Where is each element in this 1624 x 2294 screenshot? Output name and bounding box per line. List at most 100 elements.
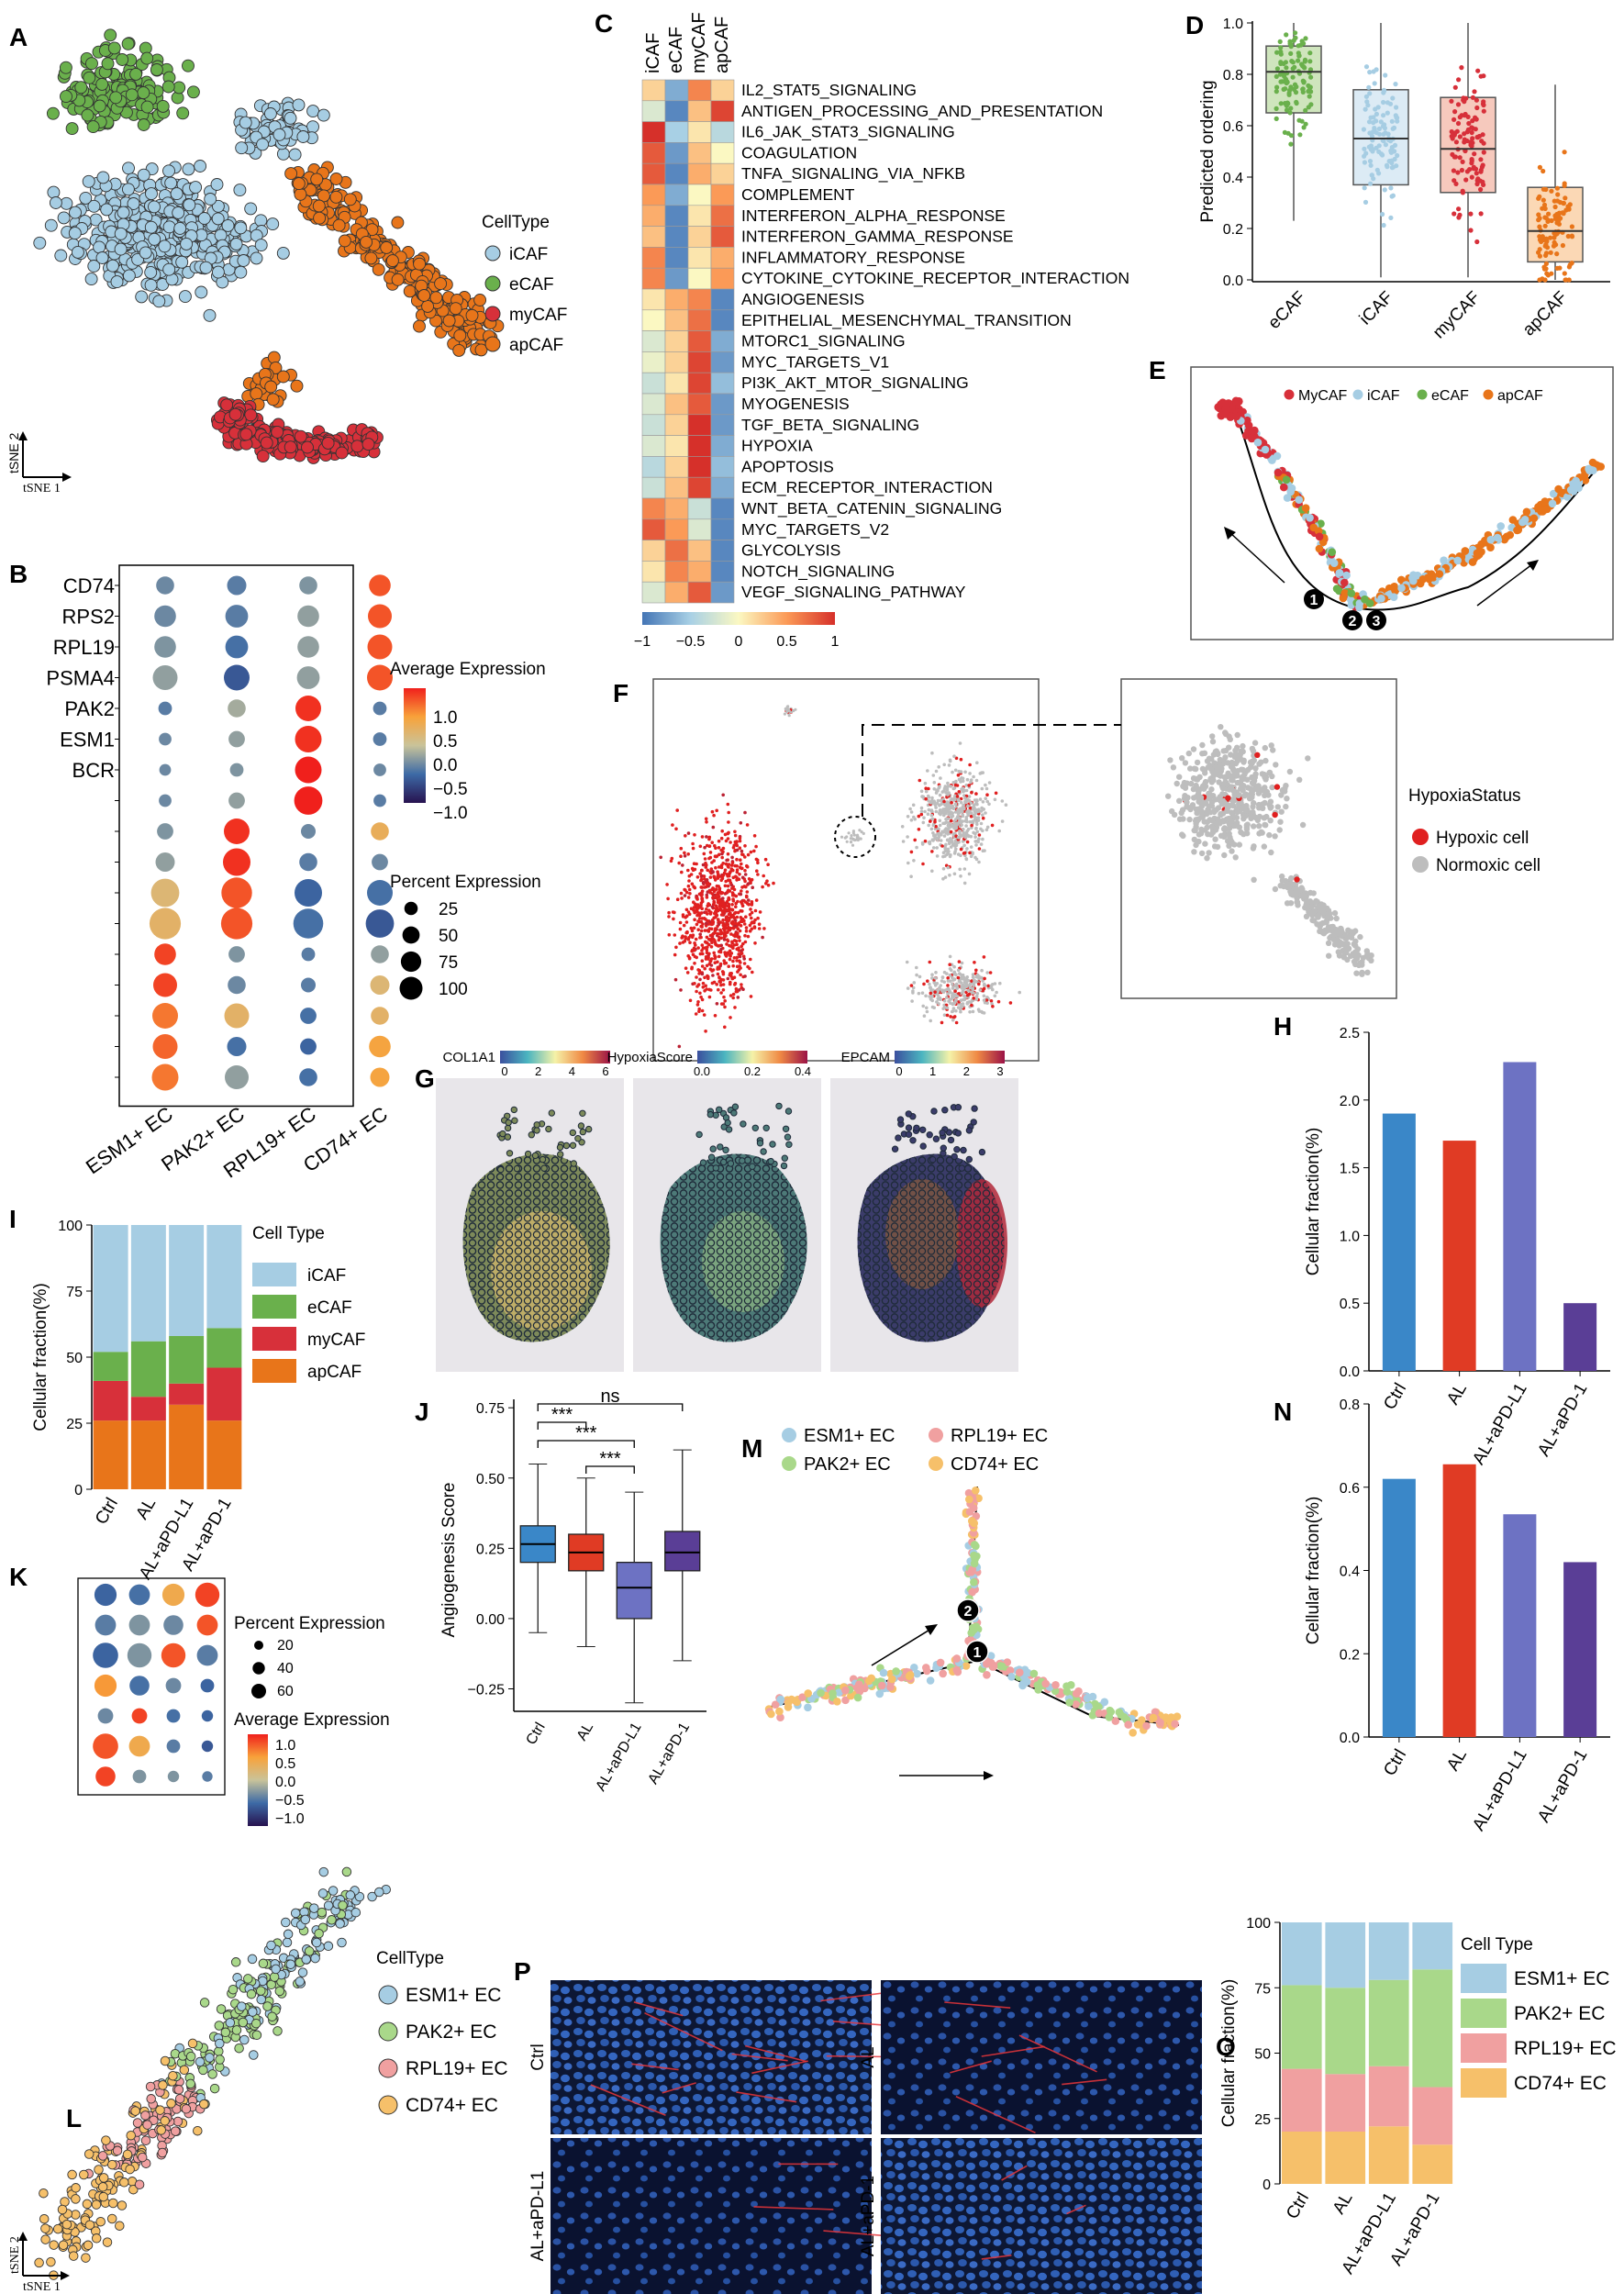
heat-cell <box>687 247 712 269</box>
zoom-cell-f <box>1170 764 1177 771</box>
jitter-point-d <box>1389 118 1395 124</box>
zoom-cell-f <box>1212 796 1218 803</box>
umap-cell-f <box>717 839 721 843</box>
tsne-point-apcaf <box>343 193 357 206</box>
jitter-point-d <box>1474 105 1480 111</box>
umap-cell-f <box>909 984 914 987</box>
tsne-point-mycaf <box>260 436 273 450</box>
jitter-point-d <box>1367 159 1374 164</box>
tsne-point-apcaf <box>364 251 378 265</box>
umap-cell-f <box>740 889 743 893</box>
tsne-point-icaf <box>137 168 150 182</box>
umap-cell-f <box>950 1009 954 1014</box>
tsne-point-icaf <box>87 199 101 213</box>
expression-dot <box>293 908 324 939</box>
umap-cell-f <box>726 802 730 807</box>
umap-cell-f <box>962 828 965 831</box>
heat-cell <box>687 561 712 583</box>
legend-swatch-e <box>1284 389 1295 400</box>
stray-spot <box>769 1141 776 1148</box>
umap-cell-f <box>732 975 737 979</box>
trajectory-cell-e <box>1513 526 1521 535</box>
umap-cell-f <box>694 1012 698 1016</box>
expression-dot <box>294 786 323 815</box>
trajectory-cell-e <box>1332 585 1341 593</box>
umap-cell-f <box>923 809 927 814</box>
heat-cell <box>710 100 735 122</box>
trajectory-node-label-e: 1 <box>1310 593 1318 608</box>
umap-cell-f <box>933 819 937 824</box>
jitter-point-d <box>1466 120 1472 127</box>
umap-cell-f <box>977 982 981 986</box>
jitter-point-d <box>1541 202 1548 207</box>
expression-dot <box>224 664 250 691</box>
panel-label-f: F <box>613 679 628 707</box>
jitter-point-d <box>1388 185 1394 191</box>
expression-dot <box>223 848 250 876</box>
heatmap-c: IL2_STAT5_SIGNALINGANTIGEN_PROCESSING_AN… <box>641 12 1129 604</box>
heat-cell <box>641 581 666 604</box>
stray-spot <box>784 1133 792 1141</box>
trajectory-cell-e <box>1589 466 1597 474</box>
jitter-point-d <box>1296 117 1302 123</box>
zoom-cell-f <box>1182 760 1189 766</box>
umap-cell-f <box>697 972 701 975</box>
umap-cell-f <box>924 994 928 998</box>
umap-cell-f <box>714 865 717 870</box>
jitter-point-d <box>1548 235 1553 240</box>
jitter-point-d <box>1296 50 1301 56</box>
stray-spot <box>717 1143 724 1151</box>
trajectory-cell-e <box>1340 578 1349 587</box>
jitter-point-d <box>1285 101 1291 106</box>
tsne-point-apcaf <box>250 387 263 401</box>
zoom-cell-f <box>1212 836 1218 842</box>
zoom-cell-f <box>1216 772 1222 778</box>
jitter-point-d <box>1472 151 1477 157</box>
tsne-point-apcaf <box>290 379 304 393</box>
umap-cell-f <box>953 802 958 807</box>
zoom-cell-f <box>1221 852 1228 859</box>
umap-cell-f <box>937 765 940 769</box>
tsne-point-icaf <box>244 202 258 216</box>
zoom-cell-f <box>1181 779 1188 786</box>
expression-dot <box>229 763 244 777</box>
legend-swatch-e <box>1352 389 1363 400</box>
heat-cell <box>641 121 666 143</box>
tsne-point-ecaf <box>65 122 79 136</box>
tsne-point-icaf <box>82 174 95 188</box>
umap-cell-f <box>974 801 978 806</box>
zoom-cell-f <box>1262 776 1269 783</box>
expression-dot <box>371 945 389 963</box>
umap-cell-f <box>938 986 941 990</box>
zoom-cell-f <box>1204 824 1210 830</box>
umap-cell-f <box>927 807 931 812</box>
umap-cell-f <box>686 884 691 888</box>
zoom-cell-f <box>1251 876 1257 883</box>
zoom-cell-f <box>1249 760 1255 766</box>
trajectory-cell-e <box>1361 595 1369 604</box>
jitter-point-d <box>1287 39 1293 44</box>
zoom-cell-f <box>1277 818 1284 825</box>
heat-cell <box>710 79 735 102</box>
umap-cell-f <box>955 986 960 989</box>
tsne-point-apcaf <box>310 173 324 186</box>
umap-cell-f <box>705 910 708 915</box>
umap-cell-f <box>969 801 973 805</box>
umap-cell-f <box>954 1008 958 1013</box>
tsne-point-icaf <box>189 181 203 195</box>
heat-cell <box>664 121 689 143</box>
umap-cell-f <box>750 927 754 931</box>
zoom-cell-f <box>1352 938 1359 944</box>
zoom-cell-f <box>1167 757 1174 763</box>
umap-cell-f <box>934 806 938 809</box>
tsne-point-icaf <box>49 196 62 209</box>
spatial-colorbar-tick: 6 <box>602 1064 608 1078</box>
umap-cell-f <box>950 816 953 819</box>
zoom-cell-f <box>1180 816 1186 822</box>
umap-cell-f <box>953 998 958 1003</box>
zoom-cell-f <box>1274 784 1281 790</box>
umap-cell-f <box>981 813 984 817</box>
umap-cell-f <box>961 786 965 790</box>
umap-cell-f <box>698 977 702 982</box>
